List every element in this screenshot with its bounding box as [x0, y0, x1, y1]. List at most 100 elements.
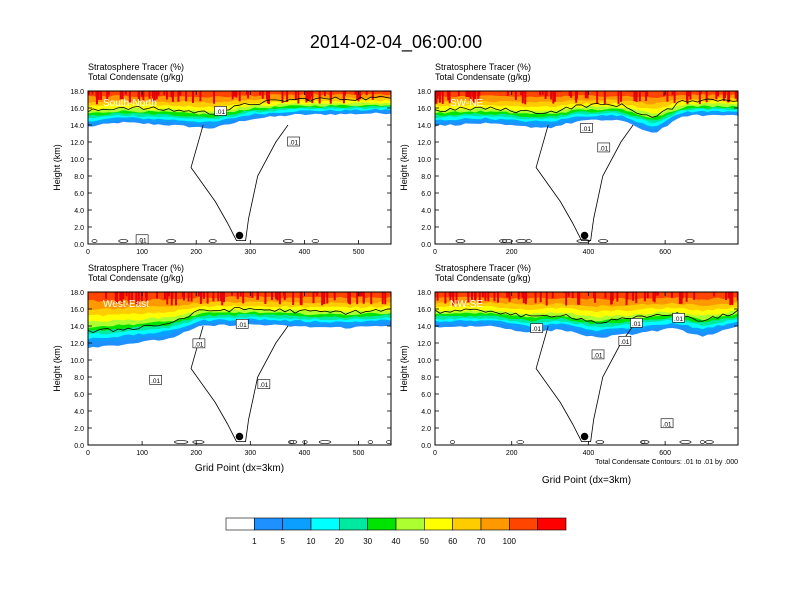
contour-label: .01: [632, 321, 641, 328]
tracer-speckle: [553, 91, 556, 102]
y-axis-label: Height (km): [52, 144, 62, 191]
plot-area: .01 .01 .01 .01: [88, 292, 391, 444]
tracer-speckle: [275, 292, 278, 300]
x-axis-label-left: Grid Point (dx=3km): [195, 463, 284, 474]
y-tick-label: 4.0: [74, 409, 84, 416]
x-tick-label: 300: [244, 249, 256, 256]
tracer-speckle: [347, 292, 350, 303]
tracer-speckle: [100, 91, 103, 100]
x-axis-label-right: Grid Point (dx=3km): [542, 475, 631, 486]
tracer-speckle: [197, 292, 200, 297]
tracer-band: [435, 292, 738, 300]
tracer-speckle: [286, 91, 289, 102]
surface-contour: [118, 239, 129, 243]
tracer-speckle: [468, 91, 471, 98]
tracer-speckle: [448, 91, 451, 104]
tracer-speckle: [115, 292, 118, 304]
tracer-speckle: [603, 91, 606, 105]
y-tick-label: 10.0: [70, 358, 84, 365]
contour-label-box: [530, 323, 543, 333]
tracer-speckle: [663, 91, 666, 97]
tracer-speckle: [185, 91, 188, 102]
figure-title: 2014-02-04_06:00:00: [309, 32, 483, 52]
tracer-speckle: [727, 292, 730, 299]
x-tick-label: 500: [353, 450, 365, 457]
tracer-speckle: [493, 292, 496, 302]
contour-label: .01: [582, 126, 591, 133]
tracer-speckle: [539, 292, 542, 303]
colorbar-label: 100: [503, 537, 517, 546]
tracer-speckle: [688, 91, 691, 97]
surface-contour: [640, 440, 646, 444]
tracer-speckle: [517, 292, 520, 297]
tracer-speckle: [646, 292, 649, 299]
tracer-speckle: [220, 292, 223, 302]
tracer-band: [88, 292, 391, 302]
tracer-speckle: [717, 91, 720, 97]
tracer-speckle: [384, 292, 387, 305]
tracer-speckle: [645, 91, 648, 101]
tracer-speckle: [521, 292, 524, 298]
tracer-speckle: [541, 91, 544, 95]
tracer-speckle: [316, 292, 319, 296]
tracer-speckle: [107, 91, 110, 96]
tracer-speckle: [163, 91, 166, 96]
condensate-contour: [435, 308, 738, 324]
tracer-speckle: [570, 91, 573, 98]
surface-contour: [455, 239, 466, 243]
x-tick-label: 100: [136, 450, 148, 457]
tracer-speckle: [294, 91, 297, 100]
tracer-speckle: [477, 91, 480, 102]
surface-contour: [576, 239, 591, 243]
tracer-speckle: [235, 91, 238, 98]
tracer-speckle: [638, 91, 641, 102]
tracer-speckle: [156, 292, 159, 299]
tracer-speckle: [362, 292, 365, 304]
tracer-speckle: [571, 292, 574, 299]
tracer-speckle: [452, 292, 455, 306]
y-tick-label: 4.0: [421, 409, 431, 416]
tracer-speckle: [360, 292, 363, 297]
surface-contour: [282, 239, 294, 243]
x-tick-label: 0: [86, 249, 90, 256]
tracer-speckle: [311, 91, 314, 104]
tracer-band: [435, 292, 738, 294]
tracer-speckle: [119, 91, 122, 100]
surface-contour: [699, 440, 706, 444]
tracer-speckle: [635, 292, 638, 304]
y-tick-label: 0.0: [421, 443, 431, 450]
tracer-speckle: [306, 91, 309, 102]
y-tick-label: 2.0: [421, 225, 431, 232]
y-tick-label: 8.0: [421, 174, 431, 181]
surface-contour: [449, 440, 455, 444]
tracer-speckle: [236, 292, 239, 300]
tracer-speckle: [177, 91, 180, 102]
panel-nw-se: Stratosphere Tracer (%)Total Condensate …: [399, 263, 739, 457]
tracer-speckle: [221, 292, 224, 306]
tracer-speckle: [259, 91, 262, 96]
contour-label: .01: [620, 339, 629, 346]
tracer-speckle: [565, 292, 568, 306]
tracer-speckle: [467, 292, 470, 303]
tracer-speckle: [202, 292, 205, 299]
surface-contour: [499, 239, 508, 243]
panel-sw-ne: Stratosphere Tracer (%)Total Condensate …: [399, 62, 739, 256]
plot-area: .01.01.01: [88, 91, 391, 244]
tracer-speckle: [172, 91, 175, 95]
plot-frame: [434, 291, 739, 446]
contour-note: Total Condensate Contours: .01 to .01 by…: [595, 459, 738, 466]
surface-contour: [208, 239, 217, 243]
y-tick-label: 2.0: [74, 426, 84, 433]
y-tick-label: 14.0: [70, 324, 84, 331]
tracer-speckle: [181, 292, 184, 297]
cloud-contour: [190, 124, 289, 241]
x-tick-label: 200: [190, 450, 202, 457]
tracer-speckle: [671, 91, 674, 96]
tracer-speckle: [166, 292, 169, 305]
surface-contour: [287, 440, 295, 444]
contour-label-box: [672, 313, 685, 323]
tracer-speckle: [199, 91, 202, 102]
tracer-speckle: [164, 292, 167, 300]
tracer-speckle: [276, 292, 279, 301]
